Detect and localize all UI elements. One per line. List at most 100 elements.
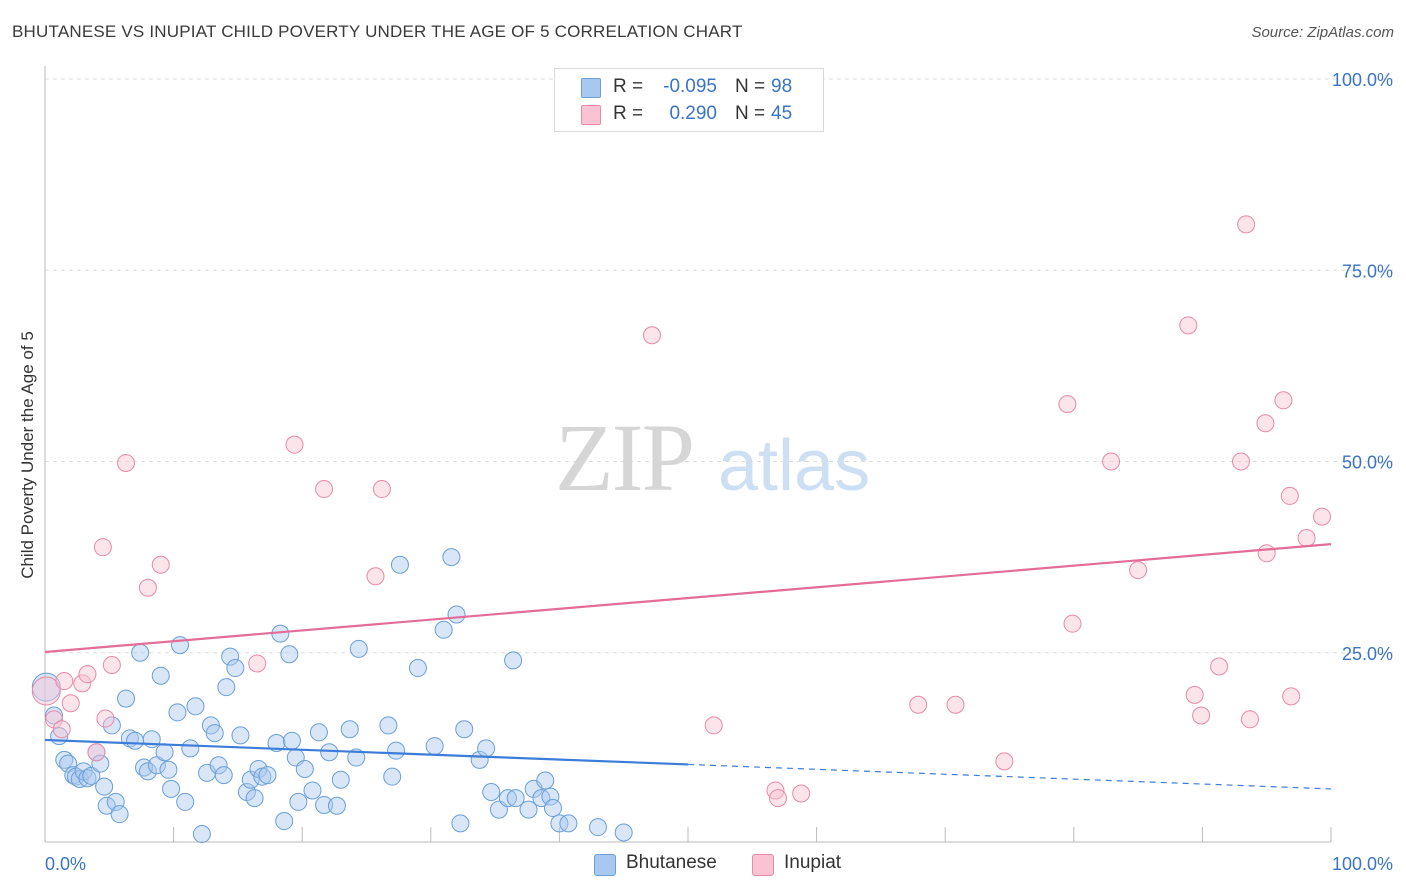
legend-r-label: R = <box>613 103 644 124</box>
inupiat-point <box>372 480 391 499</box>
legend-n-label: N = <box>735 103 766 124</box>
legend-n-label: N = <box>735 76 766 97</box>
bhutanese-point <box>614 823 633 842</box>
bhutanese-point <box>447 605 466 624</box>
inupiat-point <box>704 716 723 735</box>
bhutanese-point <box>221 647 240 666</box>
bhutanese-trend-line <box>44 738 689 766</box>
bhutanese-point <box>102 716 121 735</box>
bhutanese-point <box>387 741 406 760</box>
y-tick-label: 75.0% <box>1342 261 1393 281</box>
y-axis-label: Child Poverty Under the Age of 5 <box>18 331 37 579</box>
bhutanese-point <box>327 796 346 815</box>
watermark: ZIP atlas <box>555 404 870 511</box>
bhutanese-point <box>543 799 562 818</box>
bhutanese-point <box>186 697 205 716</box>
bhutanese-point <box>245 789 264 808</box>
bhutanese-point <box>504 651 523 670</box>
watermark-atlas: atlas <box>718 426 870 506</box>
bhutanese-point <box>425 737 444 756</box>
inupiat-point <box>1256 414 1275 433</box>
inupiat-point <box>87 743 106 762</box>
inupiat-point <box>78 665 97 684</box>
chart-title: BHUTANESE VS INUPIAT CHILD POVERTY UNDER… <box>12 22 743 41</box>
bhutanese-point <box>550 814 569 833</box>
bhutanese-point <box>217 678 236 697</box>
bhutanese-point <box>275 812 294 831</box>
bhutanese-point <box>181 739 200 758</box>
inupiat-point <box>1210 657 1229 676</box>
bhutanese-point <box>379 716 398 735</box>
bhutanese-point <box>309 723 328 742</box>
bhutanese-point <box>349 639 368 658</box>
legend-row-inupiat: R = 0.290 N = 45 <box>555 101 823 127</box>
watermark-zip: ZIP <box>555 404 693 511</box>
inupiat-point <box>1058 395 1077 414</box>
bhutanese-point <box>168 703 187 722</box>
inupiat-point <box>1179 316 1198 335</box>
inupiat-point <box>1237 215 1256 234</box>
bhutanese-point <box>498 789 517 808</box>
bottom-legend-swatch-inupiat <box>752 854 774 876</box>
y-tick-label: 100.0% <box>1332 70 1393 90</box>
bhutanese-point <box>559 814 578 833</box>
inupiat-point <box>31 676 61 706</box>
bhutanese-point <box>159 760 178 779</box>
bhutanese-point <box>383 767 402 786</box>
bhutanese-trend-extension <box>687 763 1332 790</box>
bhutanese-point <box>315 795 334 814</box>
inupiat-point <box>1274 391 1293 410</box>
bhutanese-point <box>176 792 195 811</box>
inupiat-point <box>248 654 267 673</box>
bhutanese-point <box>289 792 308 811</box>
bhutanese-point <box>192 825 211 844</box>
bhutanese-point <box>131 643 150 662</box>
inupiat-point <box>102 655 121 674</box>
bhutanese-point <box>31 672 61 702</box>
x-tick-label: 100.0% <box>1332 854 1393 874</box>
legend-swatch-bhutanese <box>581 78 601 98</box>
bhutanese-point <box>205 724 224 743</box>
bhutanese-point <box>532 789 551 808</box>
bhutanese-point <box>536 771 555 790</box>
legend-r-label: R = <box>613 76 644 97</box>
bhutanese-point <box>347 748 366 767</box>
bhutanese-point <box>106 792 125 811</box>
inupiat-point <box>73 674 92 693</box>
inupiat-point <box>1297 529 1316 547</box>
bhutanese-point <box>138 762 157 781</box>
bhutanese-point <box>226 659 245 678</box>
bhutanese-point <box>519 800 538 819</box>
bottom-legend-label-bhutanese: Bhutanese <box>626 852 717 873</box>
bhutanese-point <box>231 726 250 745</box>
bhutanese-point <box>162 779 181 798</box>
inupiat-trend-line <box>44 543 1332 654</box>
bhutanese-point <box>331 770 350 789</box>
bhutanese-point <box>541 787 560 806</box>
inupiat-point <box>366 567 385 586</box>
inupiat-point <box>151 555 170 574</box>
bhutanese-point <box>408 659 427 678</box>
legend-n-value: 98 <box>771 76 793 97</box>
grid-lines <box>45 78 1393 654</box>
inupiat-point <box>52 720 71 739</box>
bhutanese-point <box>155 743 174 762</box>
bhutanese-point <box>442 548 461 567</box>
inupiat-point <box>1240 710 1259 729</box>
inupiat-point <box>1192 706 1211 725</box>
bottom-legend-swatch-bhutanese <box>594 854 616 876</box>
inupiat-point <box>642 326 661 345</box>
bhutanese-point <box>97 796 116 815</box>
inupiat-point <box>909 695 928 714</box>
bhutanese-point <box>117 689 136 708</box>
inupiat-point <box>96 709 115 728</box>
bhutanese-point <box>126 731 145 750</box>
inupiat-point <box>1102 452 1121 471</box>
bhutanese-point <box>280 645 299 664</box>
inupiat-point <box>769 789 788 808</box>
trend-lines <box>44 543 1332 790</box>
bhutanese-point <box>209 756 228 775</box>
inupiat-point <box>1280 486 1299 505</box>
y-tick-label: 50.0% <box>1342 453 1393 473</box>
